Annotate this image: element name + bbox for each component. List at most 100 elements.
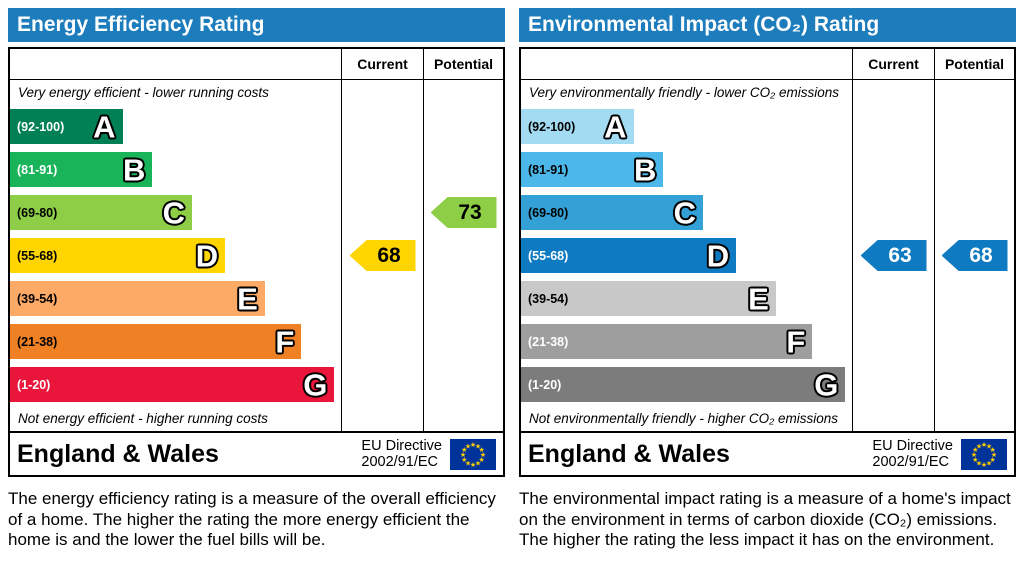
band-row-c: (69-80) C [521,191,1014,234]
column-divider-cell [423,406,503,431]
eu-flag-icon: ★★★ ★★★ ★★★ ★★★ [961,438,1007,470]
current-value-cell [852,363,934,406]
band-letter: D [195,238,219,273]
potential-rating-arrow: 68 [941,240,1008,271]
band-range: (69-80) [17,205,58,220]
current-value-cell [341,277,423,320]
svg-text:★: ★ [470,461,476,469]
eu-directive-label: EU Directive 2002/91/EC [872,438,953,470]
svg-text:★: ★ [465,442,471,450]
svg-text:★: ★ [981,441,987,449]
band-letter: F [275,324,295,359]
svg-text:★: ★ [976,442,982,450]
band-range: (1-20) [528,377,562,392]
chart-header-row: Current Potential [10,49,503,80]
chart-header-row: Current Potential [521,49,1014,80]
svg-text:★: ★ [991,451,997,459]
bottom-caption: Not environmentally friendly - higher CO… [529,411,839,426]
band-row-b: (81-91) B [521,148,1014,191]
svg-text:★: ★ [971,451,977,459]
eu-flag-icon: ★★★ ★★★ ★★★ ★★★ [450,438,496,470]
potential-value-cell [423,363,503,406]
potential-value-cell: 68 [934,234,1014,277]
current-rating-arrow: 68 [349,240,416,271]
energy-panel-title: Energy Efficiency Rating [8,8,505,42]
band-bar-f: (21-38) F [521,324,813,359]
potential-value-cell [423,234,503,277]
potential-value-cell [934,320,1014,363]
svg-text:★: ★ [976,459,982,467]
current-value-cell [341,363,423,406]
svg-text:★: ★ [990,456,996,464]
environmental-panel-title: Environmental Impact (CO₂) Rating [519,8,1016,42]
current-column-header: Current [852,49,934,79]
band-bar-f: (21-38) F [10,324,302,359]
column-divider-cell [852,406,934,431]
band-bar-c: (69-80) C [521,195,704,230]
band-range: (81-91) [17,162,58,177]
band-bar-g: (1-20) G [10,367,335,402]
band-bar-d: (55-68) D [10,238,226,273]
environmental-rating-description: The environmental impact rating is a mea… [519,489,1011,550]
band-range: (1-20) [17,377,51,392]
band-range: (21-38) [528,334,569,349]
svg-text:★: ★ [470,441,476,449]
band-bar-d: (55-68) D [521,238,737,273]
potential-column-header: Potential [934,49,1014,79]
svg-text:★: ★ [460,451,466,459]
top-caption: Very energy efficient - lower running co… [18,85,269,100]
current-rating-arrow: 63 [860,240,927,271]
potential-value-cell [934,277,1014,320]
potential-column-header: Potential [423,49,503,79]
environmental-rating-chart: Current Potential Very environmentally f… [519,47,1016,477]
band-range: (92-100) [17,119,65,134]
band-bar-e: (39-54) E [521,281,776,316]
bottom-caption: Not energy efficient - higher running co… [18,411,268,426]
band-bar-b: (81-91) B [10,152,153,187]
potential-value-cell [423,320,503,363]
band-range: (39-54) [17,291,58,306]
svg-text:★: ★ [465,459,471,467]
band-letter: A [604,109,627,144]
band-range: (92-100) [528,119,576,134]
band-row-g: (1-20) G [10,363,503,406]
potential-value-cell [934,363,1014,406]
band-letter: F [786,324,806,359]
svg-text:★: ★ [479,456,485,464]
band-range: (81-91) [528,162,569,177]
chart-footer: England & Wales EU Directive 2002/91/EC … [521,431,1014,475]
top-caption-row: Very environmentally friendly - lower CO… [521,80,1014,105]
svg-text:★: ★ [461,446,467,454]
band-bar-e: (39-54) E [10,281,265,316]
current-value-cell [341,148,423,191]
panel-title-text: Energy Efficiency Rating [17,13,265,36]
energy-rating-chart: Current Potential Very energy efficient … [8,47,505,477]
eu-directive-line2: 2002/91/EC [361,454,439,470]
current-value-cell [341,320,423,363]
band-row-c: (69-80) C 73 [10,191,503,234]
svg-text:★: ★ [986,459,992,467]
band-range: (69-80) [528,205,569,220]
current-value-cell [852,277,934,320]
svg-text:★: ★ [972,446,978,454]
svg-text:★: ★ [986,442,992,450]
potential-value-cell [934,148,1014,191]
band-bar-c: (69-80) C [10,195,193,230]
band-row-b: (81-91) B [10,148,503,191]
band-bar-a: (92-100) A [10,109,123,144]
eu-directive-line1: EU Directive [361,437,442,454]
column-divider-cell [423,80,503,105]
bottom-caption-row: Not environmentally friendly - higher CO… [521,406,1014,431]
environmental-impact-panel: Environmental Impact (CO₂) Rating Curren… [519,8,1016,551]
potential-value-cell [423,105,503,148]
current-value-cell [341,105,423,148]
chart-footer: England & Wales EU Directive 2002/91/EC … [10,431,503,475]
svg-text:★: ★ [461,456,467,464]
current-value-cell: 63 [852,234,934,277]
eu-directive-label: EU Directive 2002/91/EC [361,438,442,470]
band-range: (21-38) [17,334,58,349]
column-divider-cell [852,80,934,105]
band-range: (55-68) [528,248,569,263]
column-divider-cell [341,80,423,105]
current-value-cell: 68 [341,234,423,277]
